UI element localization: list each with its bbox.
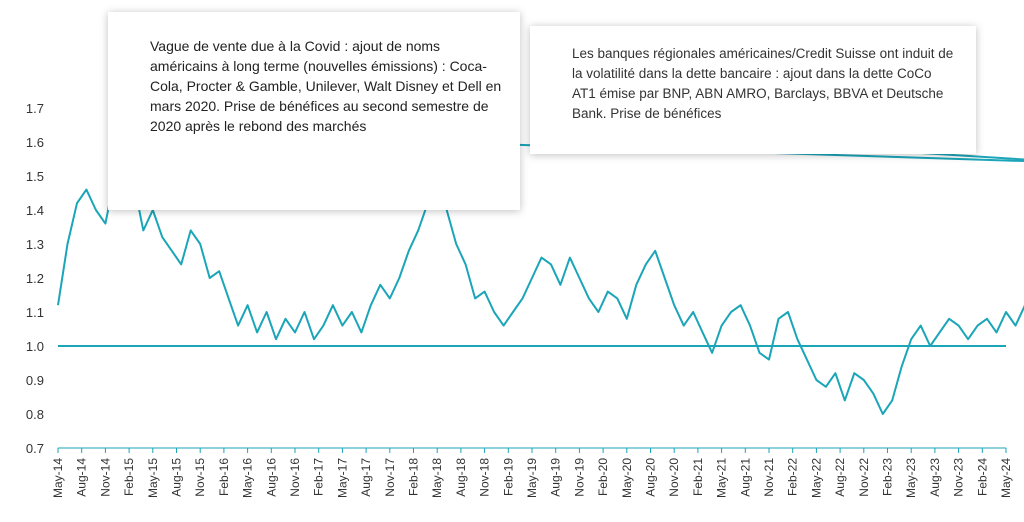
x-tick-label: Aug-16 <box>264 458 278 497</box>
x-tick-label: Aug-22 <box>833 458 847 497</box>
x-tick-label: May-17 <box>335 458 349 498</box>
y-tick-label: 0.7 <box>26 441 44 456</box>
annotation-banks: Les banques régionales américaines/Credi… <box>530 26 976 154</box>
x-tick-label: Nov-15 <box>193 458 207 497</box>
x-tick-label: May-20 <box>620 458 634 498</box>
x-tick-label: Aug-18 <box>454 458 468 497</box>
x-tick-label: Aug-23 <box>928 458 942 497</box>
x-tick-label: Aug-15 <box>170 458 184 497</box>
x-tick-label: May-22 <box>809 458 823 498</box>
x-tick-label: Feb-20 <box>596 458 610 496</box>
annotation-banks-text: Les banques régionales américaines/Credi… <box>572 46 954 121</box>
x-tick-label: Nov-16 <box>288 458 302 497</box>
y-axis-ticks: 1.7 1.6 1.5 1.4 1.3 1.2 1.1 1.0 0.9 0.8 0.7 <box>26 101 44 456</box>
y-tick-label: 1.6 <box>26 135 44 150</box>
y-tick-label: 1.1 <box>26 305 44 320</box>
x-tick-label: Aug-14 <box>75 458 89 497</box>
y-tick-label: 0.9 <box>26 373 44 388</box>
annotation-covid-text: Vague de vente due à la Covid : ajout de… <box>150 38 502 134</box>
x-tick-label: May-14 <box>51 458 65 498</box>
x-tick-label: May-23 <box>904 458 918 498</box>
x-tick-label: Aug-19 <box>549 458 563 497</box>
y-tick-label: 0.8 <box>26 407 44 422</box>
x-tick-label: Aug-21 <box>738 458 752 497</box>
x-tick-label: Nov-21 <box>762 458 776 497</box>
x-tick-label: May-24 <box>999 458 1013 498</box>
x-tick-label: May-18 <box>430 458 444 498</box>
x-tick-label: Feb-16 <box>217 458 231 496</box>
x-tick-label: Feb-22 <box>786 458 800 496</box>
x-tick-label: May-21 <box>715 458 729 498</box>
x-tick-label: Nov-19 <box>572 458 586 497</box>
x-tick-label: May-15 <box>146 458 160 498</box>
x-tick-label: May-19 <box>525 458 539 498</box>
annotation-arrow-line <box>775 143 1024 161</box>
y-tick-label: 1.2 <box>26 271 44 286</box>
x-tick-label: Nov-17 <box>383 458 397 497</box>
x-tick-label: Nov-23 <box>952 458 966 497</box>
y-tick-label: 1.4 <box>26 203 44 218</box>
x-tick-label: Nov-14 <box>98 458 112 497</box>
x-axis-ticks: May-14 Aug-14 Nov-14 Feb-15 May-15 Aug-15 Nov-… <box>51 448 1013 498</box>
y-tick-label: 1.0 <box>26 339 44 354</box>
annotation-covid: Vague de vente due à la Covid : ajout de… <box>108 12 520 210</box>
x-tick-label: Feb-21 <box>691 458 705 496</box>
y-tick-label: 1.7 <box>26 101 44 116</box>
x-tick-label: Nov-22 <box>857 458 871 497</box>
y-tick-label: 1.5 <box>26 169 44 184</box>
x-tick-label: Feb-19 <box>501 458 515 496</box>
x-tick-label: Nov-20 <box>667 458 681 497</box>
x-tick-label: Feb-18 <box>407 458 421 496</box>
x-tick-label: Feb-23 <box>881 458 895 496</box>
x-tick-label: Feb-17 <box>312 458 326 496</box>
x-tick-label: Aug-20 <box>644 458 658 497</box>
x-tick-label: Feb-15 <box>122 458 136 496</box>
x-tick-label: Nov-18 <box>478 458 492 497</box>
y-tick-label: 1.3 <box>26 237 44 252</box>
x-tick-label: Aug-17 <box>359 458 373 497</box>
x-tick-label: May-16 <box>241 458 255 498</box>
x-tick-label: Feb-24 <box>975 458 989 496</box>
